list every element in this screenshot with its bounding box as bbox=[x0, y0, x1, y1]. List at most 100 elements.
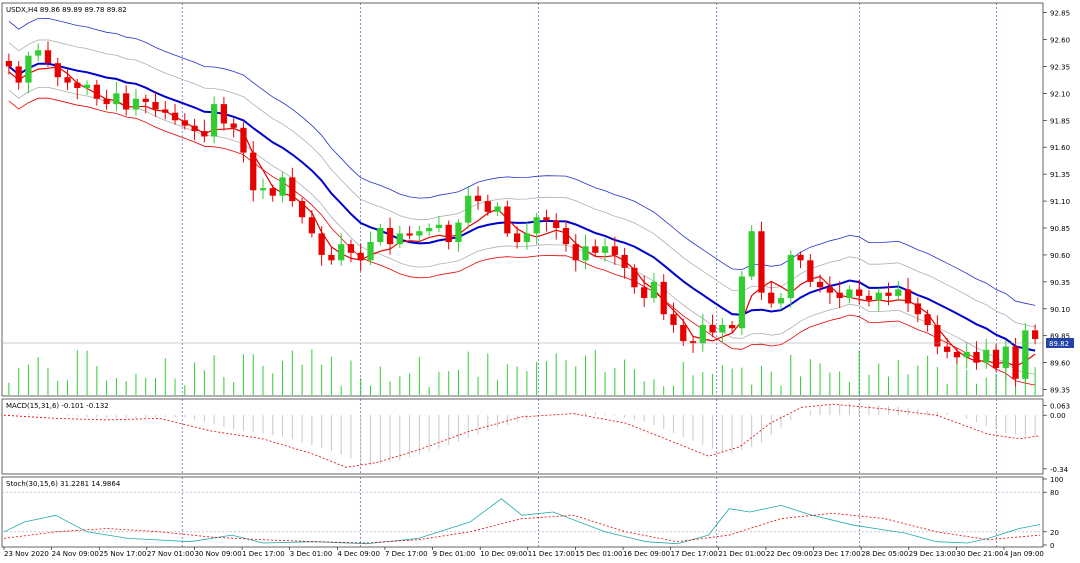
candle-body bbox=[318, 233, 325, 255]
candle-body bbox=[416, 231, 423, 236]
candle-body bbox=[298, 201, 306, 218]
candle-body bbox=[934, 324, 941, 347]
candle-body bbox=[1022, 330, 1029, 379]
candle-body bbox=[171, 112, 179, 121]
stoch-label: Stoch(30,15,6) 31.2281 14.9864 bbox=[6, 480, 121, 488]
candle-body bbox=[992, 349, 1000, 369]
candle-body bbox=[250, 152, 257, 191]
candle-body bbox=[914, 303, 921, 315]
candle-body bbox=[181, 120, 188, 126]
candle-body bbox=[953, 351, 961, 358]
macd-panel-frame bbox=[1, 398, 1044, 475]
candle-body bbox=[533, 217, 540, 234]
price-axis: 92.85 92.60 92.35 92.10 91.85 91.60 91.35 91.10… bbox=[1043, 10, 1070, 395]
candle-body bbox=[983, 349, 990, 363]
macd-signal-line bbox=[3, 403, 1041, 468]
candle-body bbox=[83, 84, 91, 88]
time-tick-label: 11 Dec 17:00 bbox=[528, 550, 575, 558]
candle-body bbox=[230, 123, 237, 128]
time-tick-label: 22 Dec 09:00 bbox=[766, 550, 813, 558]
candle-body bbox=[54, 63, 61, 78]
candle-body bbox=[132, 98, 140, 110]
time-tick-label: 23 Dec 17:00 bbox=[814, 550, 861, 558]
candle-body bbox=[904, 289, 912, 304]
price-panel[interactable]: USDX,H4 89.86 89.89 89.78 89.82 92.8592.… bbox=[1, 2, 1074, 397]
candle-body bbox=[93, 84, 100, 99]
symbol-label: USDX,H4 89.86 89.89 89.78 89.82 bbox=[6, 6, 127, 14]
stoch-axis: 100 80 20 0 bbox=[1043, 476, 1063, 550]
candle-body bbox=[582, 246, 589, 261]
time-tick-label: 10 Dec 09:00 bbox=[480, 550, 527, 558]
price-tick-label: 90.35 bbox=[1050, 279, 1070, 287]
stoch-tick-label: 20 bbox=[1050, 529, 1059, 537]
candle-body bbox=[680, 324, 687, 342]
candle-body bbox=[641, 287, 648, 299]
candle-body bbox=[924, 314, 931, 325]
candle-body bbox=[621, 254, 628, 268]
time-tick-label: 4 Jan 09:00 bbox=[1004, 550, 1044, 558]
candle-body bbox=[357, 252, 364, 261]
macd-histogram bbox=[8, 402, 1036, 466]
candle-body bbox=[142, 98, 149, 102]
candle-body bbox=[748, 231, 755, 277]
time-tick-label: 17 Dec 17:00 bbox=[671, 550, 718, 558]
stoch-panel-frame bbox=[1, 476, 1044, 548]
candle-body bbox=[474, 195, 482, 202]
candle-body bbox=[885, 292, 892, 296]
macd-tick-label: 0.063 bbox=[1050, 402, 1070, 410]
candle-body bbox=[895, 289, 902, 296]
candle-body bbox=[738, 276, 746, 329]
candle-body bbox=[787, 254, 794, 299]
candle-body bbox=[758, 231, 765, 293]
candle-body bbox=[513, 233, 521, 243]
candle-body bbox=[35, 50, 42, 56]
candle-body bbox=[338, 244, 345, 261]
stoch-tick-label: 0 bbox=[1050, 542, 1054, 550]
time-tick-label: 23 Nov 2020 bbox=[4, 550, 49, 558]
candle-body bbox=[386, 228, 394, 245]
candle-body bbox=[963, 351, 970, 358]
candle-body bbox=[944, 346, 951, 352]
time-tick-label: 28 Dec 05:00 bbox=[861, 550, 908, 558]
candle-body bbox=[211, 104, 218, 137]
candle-body bbox=[1002, 346, 1009, 369]
candle-body bbox=[367, 242, 374, 261]
fast-moving-average bbox=[8, 66, 1036, 367]
current-price-label: 89.82 bbox=[1049, 340, 1069, 348]
candle-body bbox=[123, 93, 130, 110]
candle-body bbox=[836, 292, 843, 299]
macd-tick-label: -0.34 bbox=[1050, 466, 1069, 474]
candle-body bbox=[719, 324, 726, 333]
macd-label: MACD(15,31,6) -0.101 -0.132 bbox=[6, 402, 109, 410]
stoch-panel[interactable]: Stoch(30,15,6) 31.2281 14.9864 100 80 20 0 bbox=[1, 476, 1063, 550]
candle-body bbox=[269, 188, 276, 196]
macd-panel[interactable]: MACD(15,31,6) -0.101 -0.132 0.063 0.00 -0.… bbox=[1, 398, 1070, 475]
candle-body bbox=[797, 254, 804, 261]
candle-body bbox=[572, 244, 579, 261]
time-tick-label: 29 Dec 13:00 bbox=[909, 550, 956, 558]
candle-body bbox=[553, 220, 560, 229]
candle-body bbox=[875, 292, 882, 301]
candle-body bbox=[396, 233, 403, 245]
macd-tick-label: 0.00 bbox=[1050, 412, 1066, 420]
candle-body bbox=[856, 289, 863, 296]
candle-body bbox=[865, 295, 873, 301]
time-tick-label: 24 Nov 09:00 bbox=[52, 550, 99, 558]
candle-body bbox=[670, 314, 677, 325]
candle-body bbox=[162, 109, 169, 113]
upper-inner-band bbox=[8, 39, 1036, 328]
price-tick-label: 92.35 bbox=[1050, 63, 1070, 71]
time-tick-label: 7 Dec 17:00 bbox=[385, 550, 428, 558]
stoch-tick-label: 80 bbox=[1050, 489, 1059, 497]
candle-body bbox=[308, 217, 315, 234]
candle-body bbox=[64, 77, 71, 83]
candle-body bbox=[15, 66, 22, 83]
candle-body bbox=[494, 206, 501, 212]
current-price-badge bbox=[1046, 338, 1074, 348]
price-tick-label: 92.60 bbox=[1050, 36, 1070, 44]
price-tick-label: 91.85 bbox=[1050, 117, 1070, 125]
candle-body bbox=[240, 127, 247, 153]
candle-body bbox=[426, 228, 433, 232]
time-tick-label: 25 Nov 17:00 bbox=[99, 550, 146, 558]
